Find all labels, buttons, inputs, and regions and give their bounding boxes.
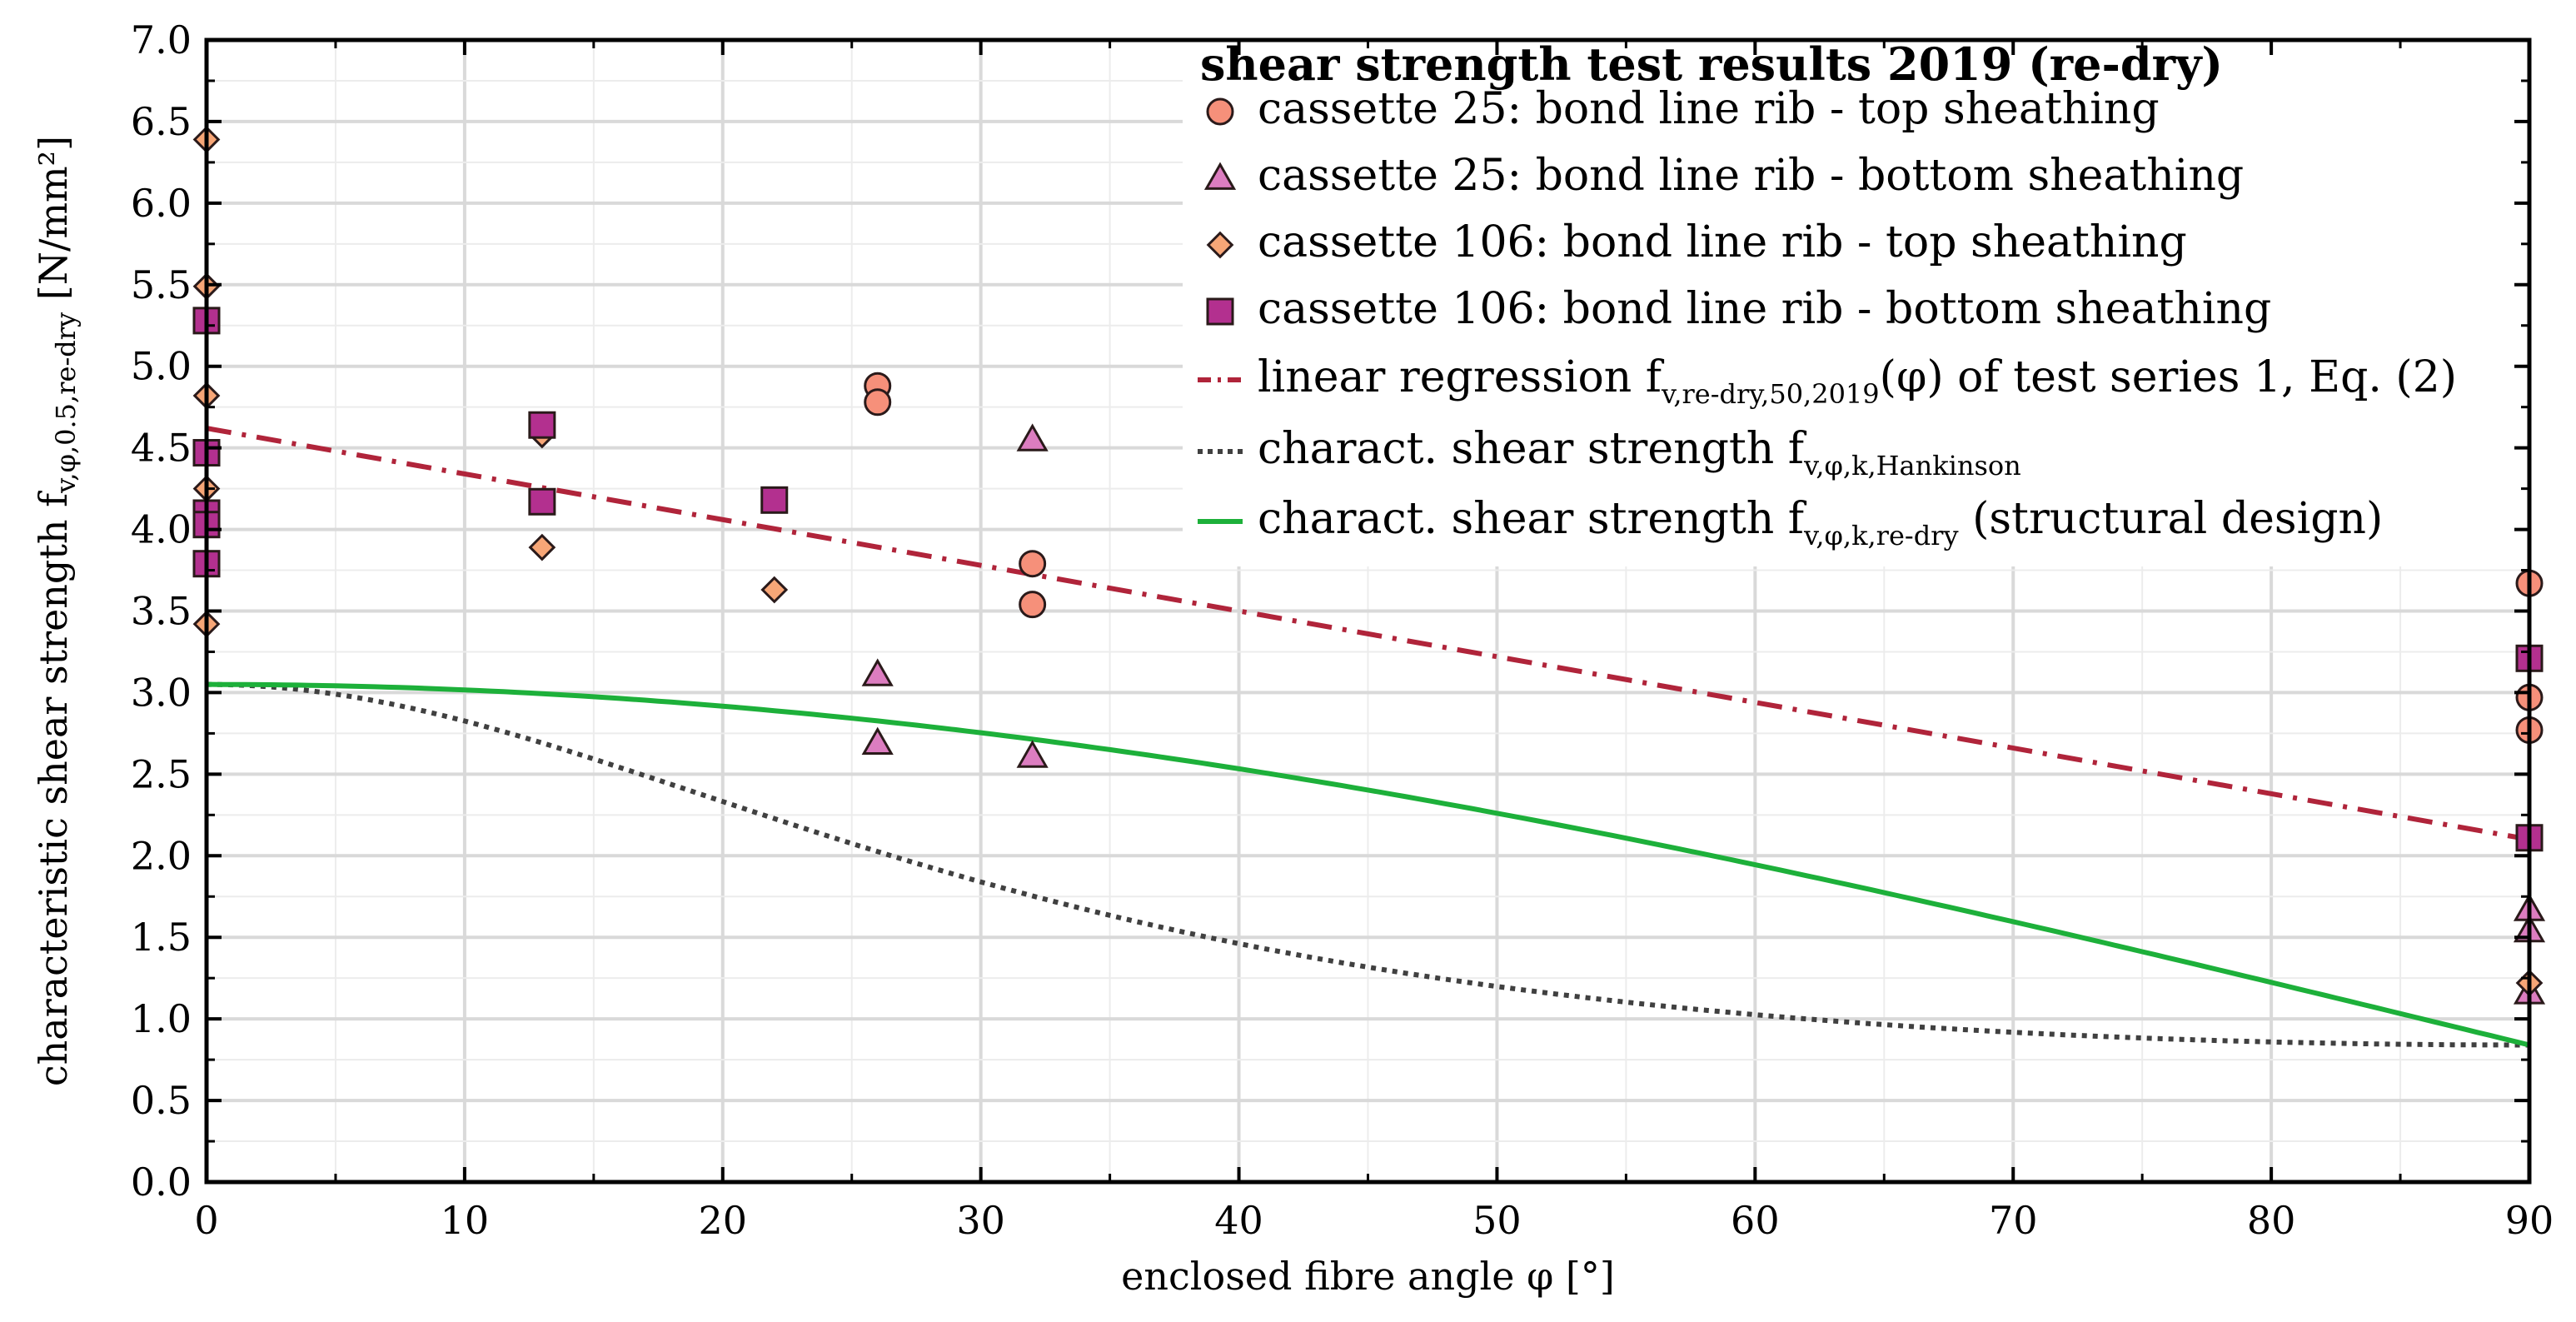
legend-label-main: charact. shear strength f xyxy=(1258,424,1807,474)
data-point-triangle xyxy=(861,658,894,686)
x-tick-label: 0 xyxy=(194,1198,218,1243)
legend-label-main: cassette 25: bond line rib - top sheathi… xyxy=(1258,84,2160,134)
legend-label: linear regression fv,re-dry,50,2019(φ) o… xyxy=(1258,352,2457,410)
x-tick-label: 40 xyxy=(1214,1198,1263,1243)
legend-label: cassette 25: bond line rib - bottom shea… xyxy=(1258,151,2244,201)
legend-label-sub: v,φ,k,Hankinson xyxy=(1803,450,2021,481)
x-tick-label: 90 xyxy=(2505,1198,2554,1243)
legend-entry-4: linear regression fv,re-dry,50,2019(φ) o… xyxy=(1198,352,2457,410)
legend-entry-2: cassette 106: bond line rib - top sheath… xyxy=(1206,217,2187,267)
x-tick-label: 60 xyxy=(1731,1198,1780,1243)
axis-ticks: 0 10 20 30 40 50 60 70 80 90 0.0 0.5 1.0 1.5 2.0 2.5 3.0… xyxy=(131,17,2554,1243)
y-tick-label: 7.0 xyxy=(131,17,192,62)
legend-label-main: cassette 25: bond line rib - bottom shea… xyxy=(1258,151,2244,201)
y-axis-label-unit: [N/mm²] xyxy=(31,136,76,312)
x-tick-label: 80 xyxy=(2247,1198,2296,1243)
data-point-diamond xyxy=(760,576,789,604)
y-axis-label: characteristic shear strength fv,φ,0.5,r… xyxy=(31,136,82,1086)
x-tick-label: 10 xyxy=(441,1198,490,1243)
data-point-square xyxy=(528,487,556,516)
legend-label-tail: (structural design) xyxy=(1959,494,2384,544)
data-point-circle xyxy=(864,388,892,417)
series-line-6 xyxy=(206,681,2530,1048)
y-tick-label: 0.0 xyxy=(131,1160,192,1205)
y-tick-label: 4.0 xyxy=(131,507,192,552)
x-tick-label: 50 xyxy=(1472,1198,1522,1243)
data-point-diamond xyxy=(528,533,556,561)
y-tick-label: 5.5 xyxy=(131,262,192,307)
legend-entry-5: charact. shear strength fv,φ,k,Hankinson xyxy=(1198,424,2021,481)
legend-swatch-square xyxy=(1206,297,1234,326)
legend-entry-6: charact. shear strength fv,φ,k,re-dry (s… xyxy=(1198,494,2383,551)
data-point-circle xyxy=(1019,550,1047,578)
data-point-triangle xyxy=(1016,740,1049,768)
legend-background xyxy=(1183,43,2527,566)
series-line-4 xyxy=(206,426,2530,842)
y-tick-label: 2.5 xyxy=(131,751,192,796)
y-tick-label: 1.0 xyxy=(131,996,192,1041)
data-point-triangle xyxy=(861,726,894,756)
legend-entry-0: cassette 25: bond line rib - top sheathi… xyxy=(1206,84,2160,134)
legend-swatch-triangle xyxy=(1203,162,1237,190)
y-tick-label: 6.0 xyxy=(131,181,192,226)
legend-entry-1: cassette 25: bond line rib - bottom shea… xyxy=(1203,151,2244,201)
legend-label: charact. shear strength fv,φ,k,Hankinson xyxy=(1258,424,2021,481)
y-tick-label: 3.0 xyxy=(131,670,192,715)
y-tick-label: 4.5 xyxy=(131,426,192,471)
data-point-square xyxy=(528,411,556,439)
data-point-square xyxy=(760,486,789,514)
y-tick-label: 3.5 xyxy=(131,589,192,634)
legend-label-main: cassette 106: bond line rib - top sheath… xyxy=(1258,217,2187,267)
legend-title: shear strength test results 2019 (re-dry… xyxy=(1200,37,2223,91)
legend-swatch-diamond xyxy=(1206,231,1234,259)
legend-label: cassette 106: bond line rib - top sheath… xyxy=(1258,217,2187,267)
legend-label-main: charact. shear strength f xyxy=(1258,494,1807,544)
y-tick-label: 1.5 xyxy=(131,915,192,960)
legend-label: cassette 106: bond line rib - bottom she… xyxy=(1258,284,2271,334)
legend-label: cassette 25: bond line rib - top sheathi… xyxy=(1258,84,2160,134)
legend-label: charact. shear strength fv,φ,k,re-dry (s… xyxy=(1258,494,2383,551)
y-axis-label-sub: v,φ,0.5,re-dry xyxy=(50,312,82,494)
y-tick-label: 2.0 xyxy=(131,833,192,878)
x-tick-label: 20 xyxy=(699,1198,748,1243)
legend: shear strength test results 2019 (re-dry… xyxy=(1198,37,2457,551)
legend-label-main: cassette 106: bond line rib - bottom she… xyxy=(1258,284,2271,334)
y-tick-label: 5.0 xyxy=(131,344,192,389)
legend-label-sub: v,re-dry,50,2019 xyxy=(1661,378,1880,410)
y-tick-label: 0.5 xyxy=(131,1078,192,1123)
data-point-circle xyxy=(1019,591,1047,619)
x-axis-label: enclosed fibre angle φ [°] xyxy=(1121,1254,1615,1299)
legend-swatch-circle xyxy=(1206,97,1234,126)
y-axis-label-main: characteristic shear strength f xyxy=(31,491,76,1086)
legend-entry-3: cassette 106: bond line rib - bottom she… xyxy=(1206,284,2271,334)
legend-label-tail: (φ) of test series 1, Eq. (2) xyxy=(1880,352,2457,402)
x-tick-label: 70 xyxy=(1989,1198,2038,1243)
data-point-triangle xyxy=(1016,423,1049,451)
legend-box xyxy=(1183,43,2527,566)
legend-label-main: linear regression f xyxy=(1258,352,1665,402)
curves xyxy=(206,426,2530,1048)
legend-label-sub: v,φ,k,re-dry xyxy=(1803,520,1959,551)
x-tick-label: 30 xyxy=(956,1198,1005,1243)
y-tick-label: 6.5 xyxy=(131,99,192,144)
